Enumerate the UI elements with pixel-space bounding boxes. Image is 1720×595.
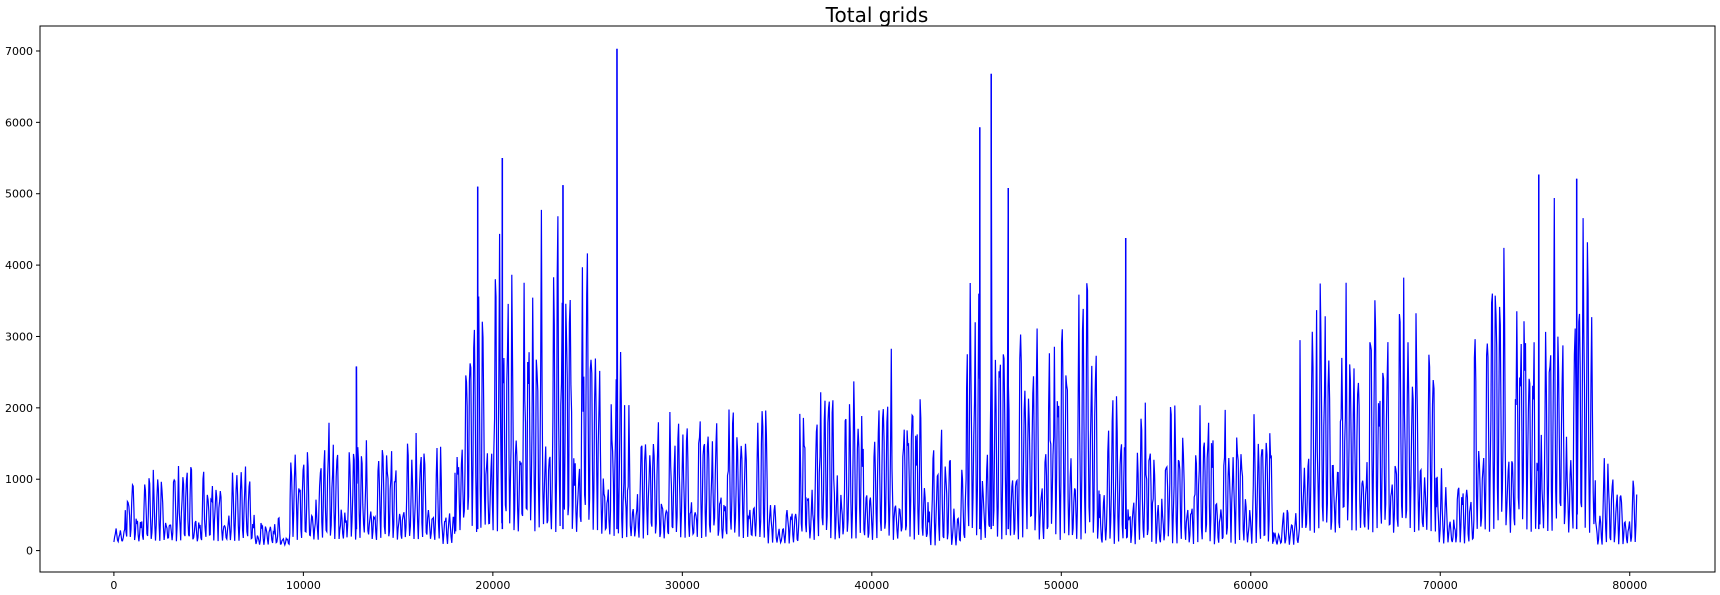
y-axis: 0 1000 2000 3000 4000 5000 6000 7000 — [5, 45, 40, 558]
x-tick-label: 50000 — [1044, 579, 1079, 592]
y-tick-label: 7000 — [5, 45, 33, 58]
series-line — [113, 48, 1638, 547]
x-tick-label: 80000 — [1612, 579, 1647, 592]
plot-area — [113, 48, 1638, 547]
x-axis: 0 10000 20000 30000 40000 50000 60000 70000 8000… — [110, 572, 1647, 592]
y-tick-label: 0 — [26, 545, 33, 558]
x-tick-label: 70000 — [1423, 579, 1458, 592]
x-tick-label: 30000 — [665, 579, 700, 592]
x-tick-label: 10000 — [286, 579, 321, 592]
y-tick-label: 1000 — [5, 473, 33, 486]
x-tick-label: 40000 — [854, 579, 889, 592]
plot-frame — [39, 25, 1716, 573]
y-tick-label: 5000 — [5, 188, 33, 201]
y-tick-label: 2000 — [5, 402, 33, 415]
x-tick-label: 60000 — [1233, 579, 1268, 592]
y-tick-label: 4000 — [5, 259, 33, 272]
y-tick-label: 6000 — [5, 116, 33, 129]
y-tick-label: 3000 — [5, 330, 33, 343]
x-tick-label: 20000 — [475, 579, 510, 592]
x-tick-label: 0 — [110, 579, 117, 592]
chart-title: Total grids — [825, 3, 929, 27]
